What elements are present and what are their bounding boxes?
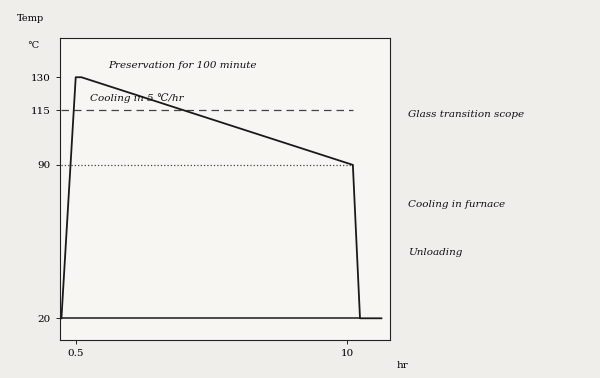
Text: Temp: Temp <box>17 14 44 23</box>
Text: Cooling in 5 ℃/hr: Cooling in 5 ℃/hr <box>90 93 184 103</box>
Text: °C: °C <box>27 41 39 50</box>
Text: Glass transition scope: Glass transition scope <box>408 110 524 119</box>
Text: Unloading: Unloading <box>408 248 463 257</box>
Text: Cooling in furnace: Cooling in furnace <box>408 200 505 209</box>
Text: hr: hr <box>397 361 409 370</box>
Text: Preservation for 100 minute: Preservation for 100 minute <box>108 60 257 70</box>
